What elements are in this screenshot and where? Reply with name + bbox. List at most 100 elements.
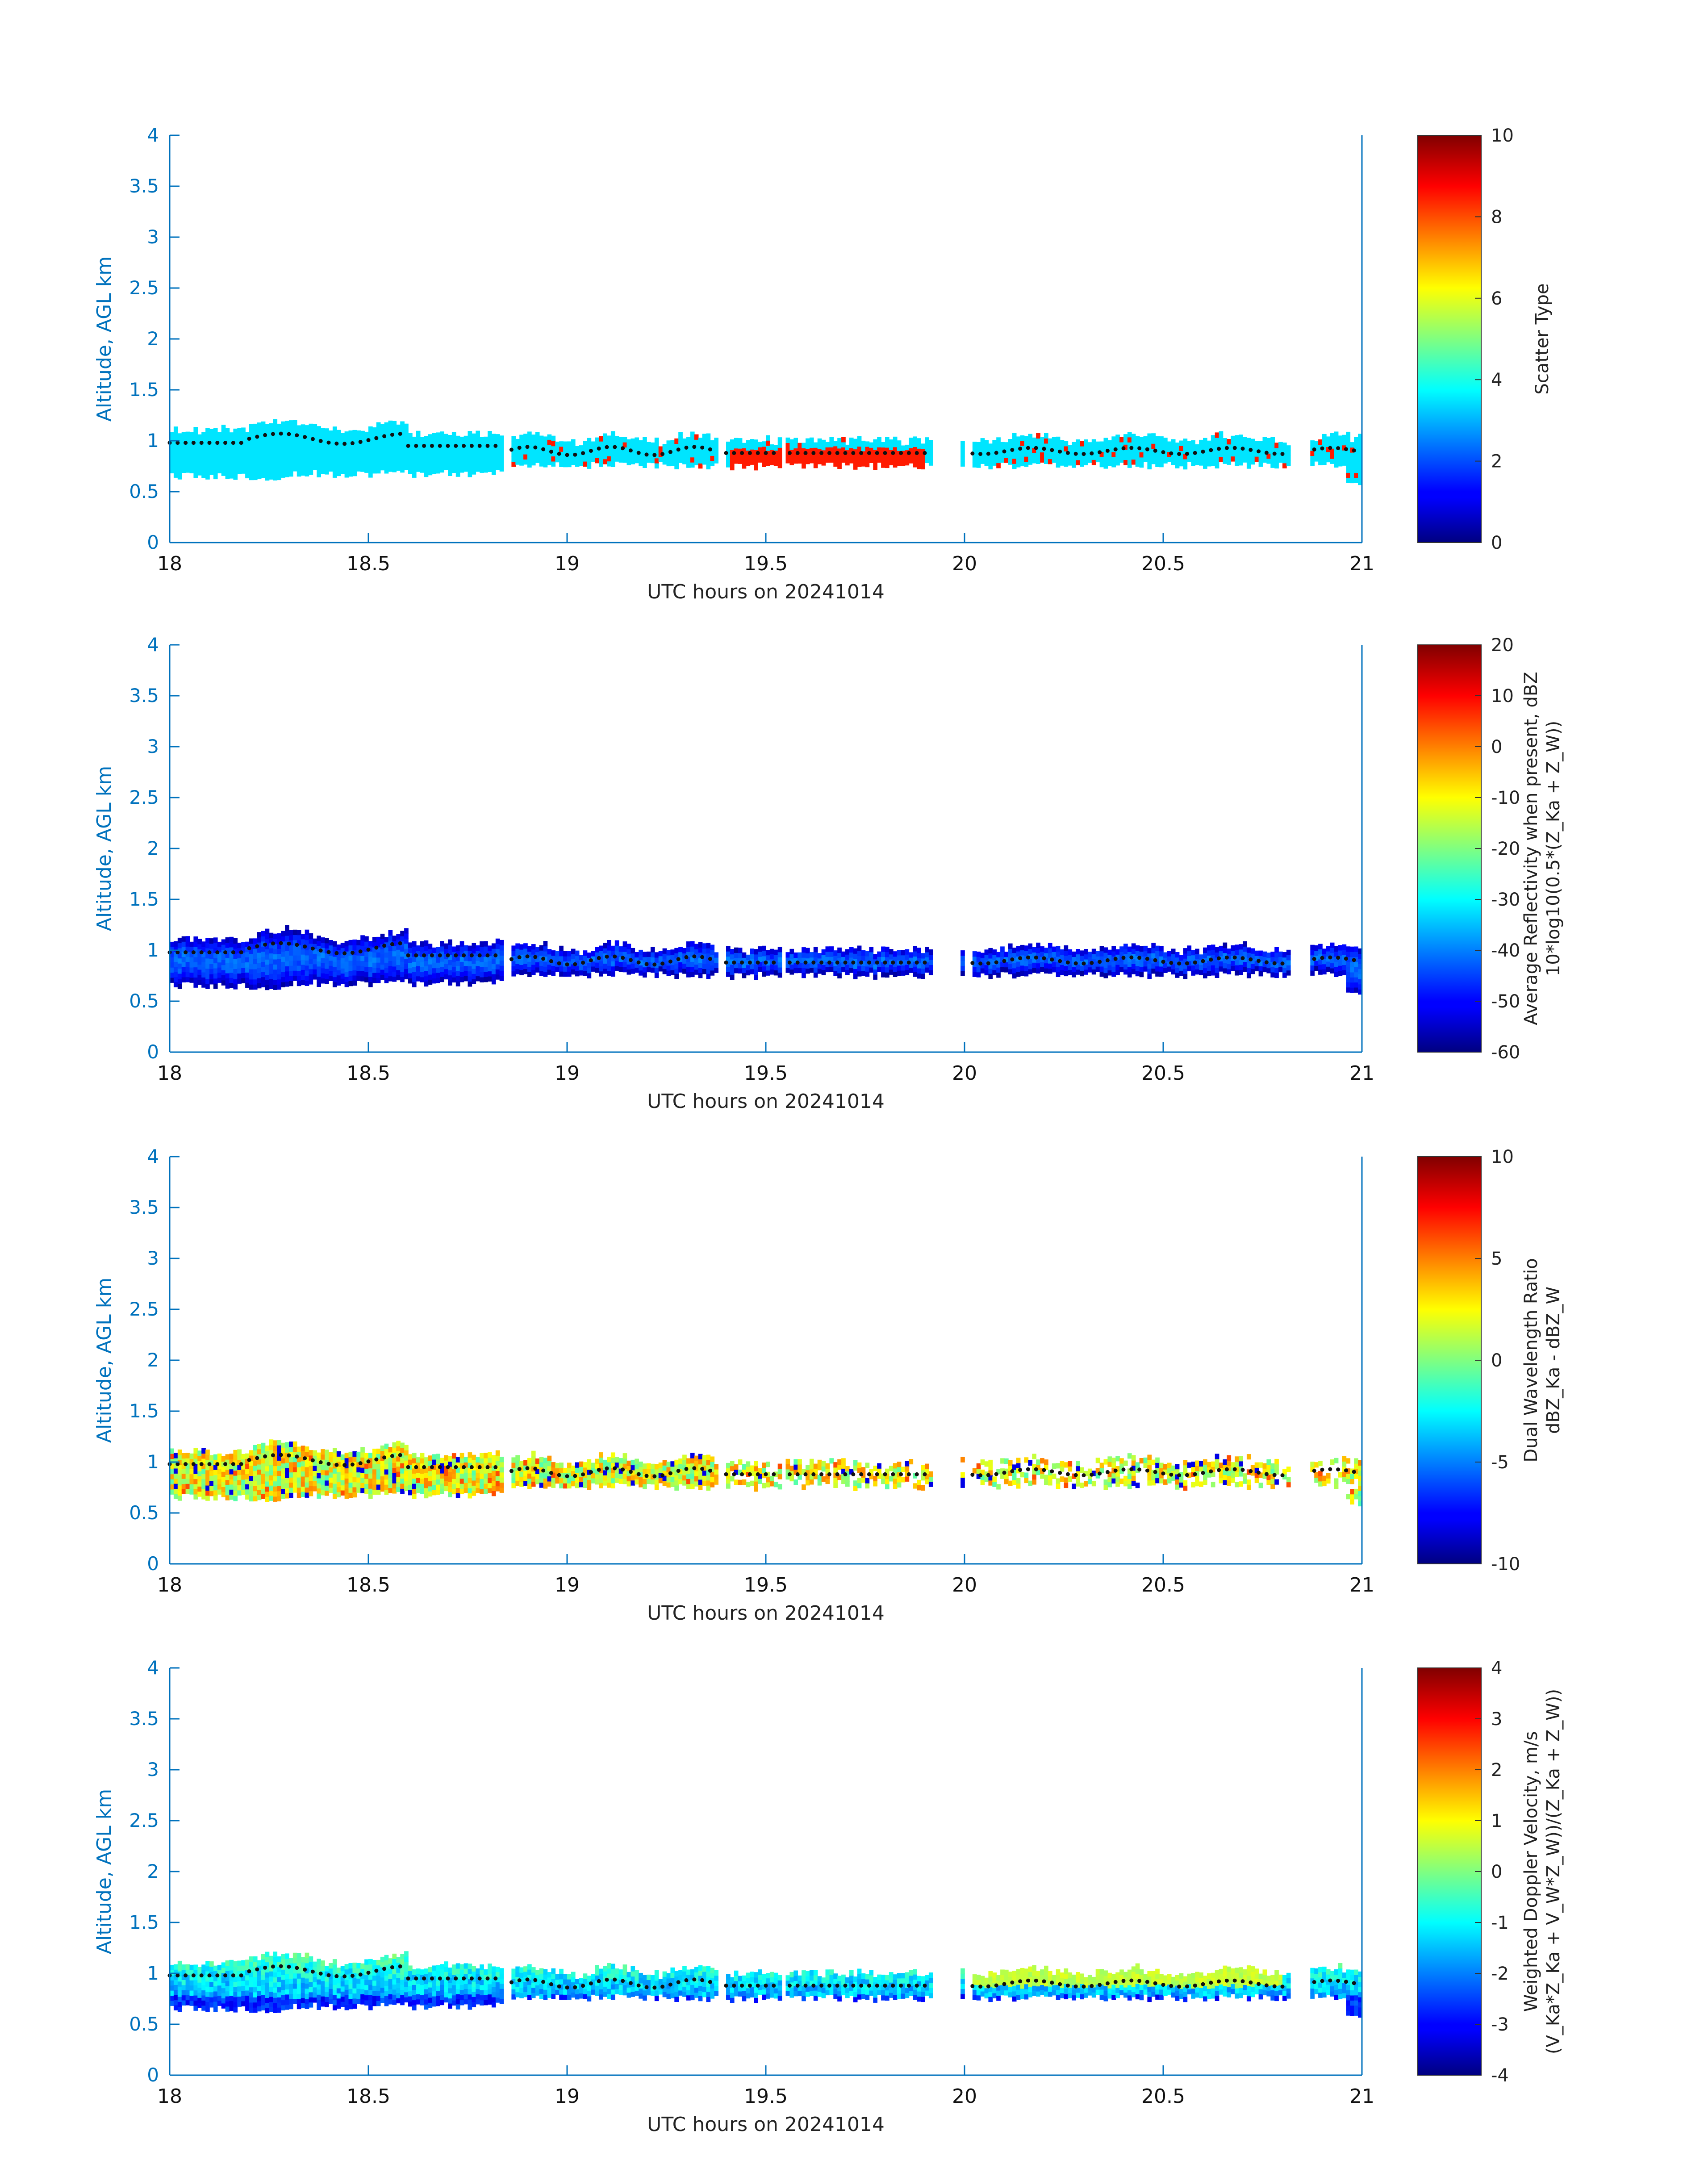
cloud-top-dot [342, 442, 347, 446]
heatmap-cell [1278, 447, 1283, 453]
heatmap-cell [317, 1458, 321, 1463]
heatmap-cell [491, 439, 496, 444]
heatmap-cell [873, 439, 877, 445]
heatmap-cell [1215, 962, 1219, 968]
heatmap-cell [416, 436, 421, 442]
cloud-top-dot [247, 946, 251, 950]
heatmap-cell [726, 966, 731, 972]
heatmap-cell [1199, 954, 1203, 960]
heatmap-cell [1278, 951, 1283, 957]
heatmap-cell [583, 1472, 588, 1478]
heatmap-cell [309, 949, 313, 954]
heatmap-cell [356, 451, 361, 456]
heatmap-cell [618, 956, 623, 962]
heatmap-cell [388, 1462, 393, 1468]
heatmap-cell [416, 466, 421, 472]
heatmap-cell [404, 464, 409, 470]
heatmap-cell [416, 976, 421, 982]
heatmap-cell [305, 965, 309, 971]
cloud-top-dot [692, 445, 697, 449]
heatmap-cell [344, 1483, 349, 1489]
heatmap-cell [261, 462, 266, 468]
heatmap-cell [440, 1458, 444, 1463]
heatmap-cell [249, 1480, 254, 1486]
heatmap-cell [472, 459, 476, 464]
heatmap-cell [1139, 972, 1144, 978]
heatmap-cell [313, 1460, 317, 1466]
heatmap-cell [317, 1493, 321, 1499]
heatmap-cell [785, 453, 790, 459]
heatmap-cell [257, 1479, 262, 1485]
heatmap-cell [607, 1467, 611, 1473]
heatmap-cell [480, 1483, 484, 1489]
heatmap-cell [1175, 452, 1180, 458]
heatmap-cell [488, 950, 492, 956]
cloud-top-dot [318, 949, 323, 953]
heatmap-cell [332, 1453, 337, 1458]
cloud-top-dot [1177, 961, 1182, 966]
heatmap-cell [348, 960, 353, 966]
heatmap-cell [583, 1477, 588, 1483]
heatmap-cell [193, 1483, 198, 1489]
cloud-top-dot [756, 960, 760, 965]
heatmap-cell [575, 446, 580, 452]
heatmap-cell [177, 474, 182, 480]
cloud-top-dot [970, 451, 975, 455]
cloud-top-dot [422, 443, 426, 448]
heatmap-cell [189, 1484, 194, 1490]
heatmap-cell [1227, 969, 1232, 974]
heatmap-cell [170, 1484, 174, 1490]
heatmap-cell [1091, 444, 1096, 450]
heatmap-cell [802, 458, 806, 464]
heatmap-cell [603, 459, 607, 464]
heatmap-cell [217, 457, 222, 464]
heatmap-cell [201, 1458, 206, 1464]
heatmap-cell [285, 925, 289, 931]
heatmap-cell [201, 1448, 206, 1454]
heatmap-cell [416, 446, 421, 452]
heatmap-cell [618, 1458, 623, 1464]
heatmap-cell [1020, 460, 1025, 467]
heatmap-cell [1338, 965, 1343, 971]
heatmap-cell [631, 963, 635, 969]
heatmap-cell [766, 445, 770, 451]
heatmap-cell [925, 957, 929, 963]
heatmap-cell [1350, 946, 1354, 952]
heatmap-cell [734, 947, 739, 953]
heatmap-cell [1028, 444, 1033, 450]
cloud-top-dot [867, 960, 871, 965]
heatmap-cell [1091, 959, 1096, 965]
heatmap-cell [392, 1442, 397, 1448]
heatmap-cell [1000, 961, 1005, 967]
heatmap-cell [472, 448, 476, 455]
heatmap-cell [531, 1461, 536, 1467]
heatmap-cell [340, 968, 345, 974]
heatmap-cell [217, 1489, 222, 1495]
heatmap-cell [380, 1455, 385, 1461]
heatmap-cell [1211, 435, 1215, 441]
heatmap-cell [404, 444, 409, 450]
heatmap-cell [809, 443, 814, 448]
heatmap-cell [376, 978, 381, 983]
heatmap-cell [821, 969, 826, 975]
heatmap-cell [1191, 950, 1195, 956]
cloud-top-dot [660, 452, 665, 456]
heatmap-cell [1028, 953, 1033, 959]
heatmap-cell [996, 957, 1001, 963]
heatmap-cell [249, 439, 254, 445]
heatmap-cell [484, 462, 488, 468]
heatmap-cell [865, 456, 870, 462]
heatmap-cell [380, 429, 385, 435]
colorbar-tick-label: 8 [1491, 207, 1502, 227]
heatmap-cell [209, 943, 214, 949]
heatmap-cell [1250, 963, 1255, 969]
heatmap-cell [305, 1477, 309, 1483]
heatmap-cell [1358, 964, 1362, 969]
heatmap-cell [241, 957, 246, 963]
heatmap-cell [1183, 963, 1188, 969]
heatmap-cell [197, 944, 202, 949]
heatmap-cell [583, 970, 588, 976]
heatmap-cell [173, 436, 178, 443]
heatmap-cell [170, 457, 174, 464]
heatmap-cell [1354, 472, 1358, 478]
